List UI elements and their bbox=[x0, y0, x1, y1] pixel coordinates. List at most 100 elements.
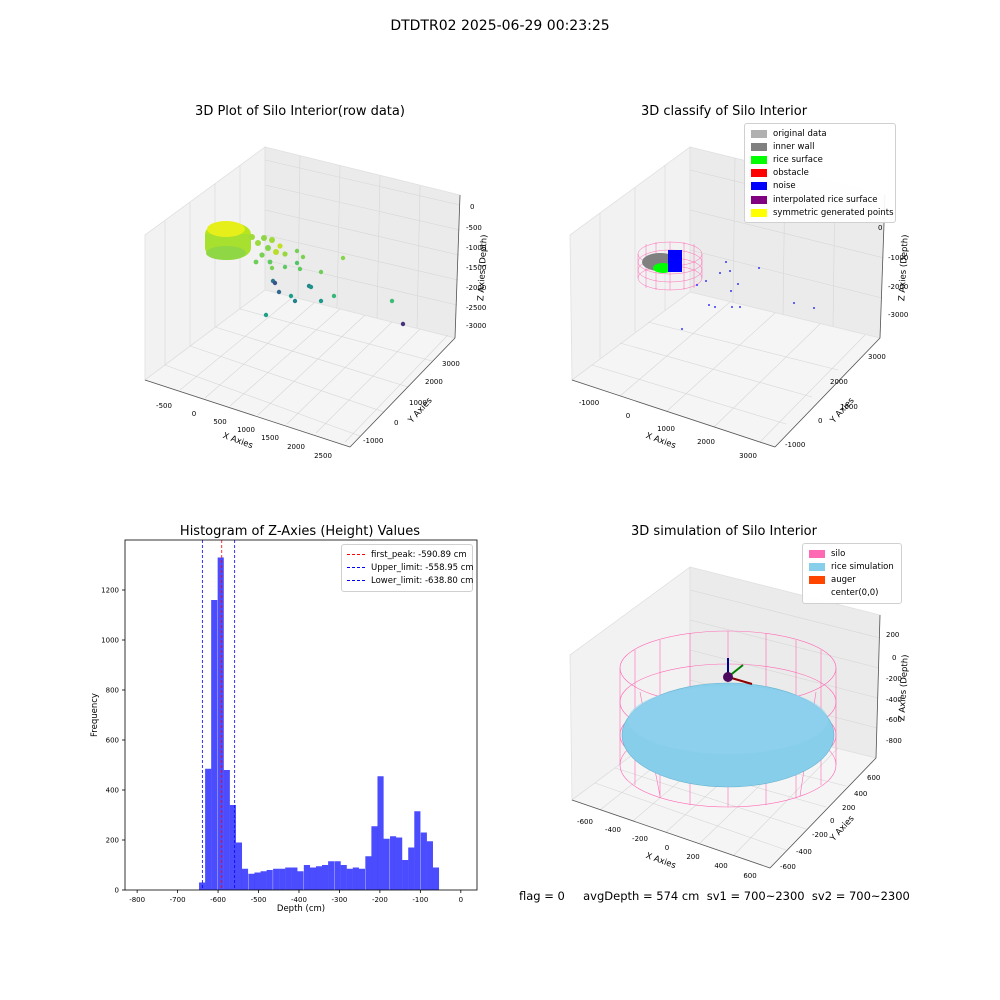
status-footer: flag = 0 avgDepth = 574 cm sv1 = 700~230… bbox=[519, 889, 910, 903]
histogram-bar bbox=[346, 868, 353, 890]
panel1-grid bbox=[164, 155, 461, 443]
svg-text:-200: -200 bbox=[632, 835, 648, 843]
histogram-xlabel: Depth (cm) bbox=[277, 904, 325, 914]
histogram-bar bbox=[340, 865, 347, 890]
histogram-bar bbox=[229, 805, 236, 890]
legend-swatch bbox=[809, 562, 825, 571]
panel1-zticks: 0 -500 -1000 -1500 -2000 -2500 -3000 bbox=[466, 203, 486, 330]
panel1-plot: -500 0 500 1000 1500 2000 2500 -1000 0 1000 2… bbox=[144, 146, 490, 460]
svg-text:2000: 2000 bbox=[425, 378, 443, 386]
legend-swatch bbox=[751, 129, 767, 138]
histogram-bar bbox=[371, 826, 378, 890]
legend-item: symmetric generated points bbox=[751, 206, 894, 219]
x-tick-label: -700 bbox=[170, 896, 186, 904]
svg-text:-2500: -2500 bbox=[466, 304, 486, 312]
histogram-bar bbox=[205, 768, 212, 890]
histogram-yticks: 0 200 400 600 800 1000 1200 bbox=[101, 587, 125, 895]
svg-text:0: 0 bbox=[665, 844, 669, 852]
histogram-bar bbox=[248, 873, 255, 890]
y-tick-label: 200 bbox=[106, 837, 119, 845]
histogram-bar bbox=[315, 866, 323, 890]
x-tick-label: -100 bbox=[412, 896, 428, 904]
x-tick-label: -300 bbox=[331, 896, 347, 904]
svg-text:-3000: -3000 bbox=[466, 322, 486, 330]
legend-item: noise bbox=[751, 180, 889, 193]
histogram-bar bbox=[334, 861, 341, 890]
histogram-bar bbox=[297, 871, 304, 890]
y-tick-label: 400 bbox=[106, 787, 119, 795]
y-tick-label: 800 bbox=[106, 687, 119, 695]
histogram-bar bbox=[303, 865, 310, 890]
histogram-bar bbox=[328, 861, 335, 890]
legend-swatch bbox=[809, 549, 825, 558]
svg-text:0: 0 bbox=[892, 654, 896, 662]
svg-text:200: 200 bbox=[842, 804, 855, 812]
histogram-vlines bbox=[201, 540, 236, 890]
panel2-yticks: -1000 0 2000 1000 3000 bbox=[785, 353, 886, 449]
x-tick-label: -800 bbox=[129, 896, 145, 904]
svg-text:200: 200 bbox=[686, 853, 699, 861]
legend-item: original data bbox=[751, 127, 889, 140]
legend-item: auger bbox=[809, 573, 895, 586]
legend-line-swatch bbox=[347, 580, 365, 582]
legend-swatch bbox=[751, 182, 767, 191]
svg-text:-500: -500 bbox=[156, 402, 172, 410]
histogram-bar bbox=[266, 870, 273, 890]
svg-text:2000: 2000 bbox=[830, 378, 848, 386]
histogram-bar bbox=[420, 832, 427, 890]
svg-text:200: 200 bbox=[886, 631, 899, 639]
panel4-zticks: 200 0 -200 -400 -600 -800 bbox=[886, 631, 902, 745]
svg-text:600: 600 bbox=[743, 872, 756, 880]
panel4-yticks: -600-400 -200 0 200 400 600 bbox=[780, 774, 880, 871]
legend-item: center(0,0) bbox=[809, 587, 895, 600]
svg-text:-200: -200 bbox=[886, 675, 902, 683]
svg-text:1000: 1000 bbox=[237, 426, 255, 434]
svg-text:-2000: -2000 bbox=[888, 283, 908, 291]
legend-item: first_peak: -590.89 cm bbox=[347, 548, 467, 561]
legend-item: rice simulation bbox=[809, 560, 895, 573]
legend-item: obstacle bbox=[751, 167, 889, 180]
panel4-zlabel: Z Axies (Depth) bbox=[897, 654, 910, 721]
svg-text:-1500: -1500 bbox=[466, 264, 486, 272]
histogram-bar bbox=[408, 847, 415, 890]
histogram-bar bbox=[285, 867, 292, 890]
panel1-xticks: -500 0 500 1000 1500 2000 2500 bbox=[156, 402, 332, 460]
svg-text:-400: -400 bbox=[796, 848, 812, 856]
svg-text:3000: 3000 bbox=[868, 353, 886, 361]
panel2-grid bbox=[591, 157, 886, 443]
svg-text:-2000: -2000 bbox=[466, 284, 486, 292]
panel4-xticks: -600 -400 -200 0 200 400 600 bbox=[577, 818, 757, 880]
histogram-plot: -800 -700 -600 -500 -400 -300 -200 -100 0 0 200 40… bbox=[90, 539, 478, 914]
figure-title: DTDTR02 2025-06-29 00:23:25 bbox=[390, 18, 610, 34]
svg-text:-1000: -1000 bbox=[785, 441, 805, 449]
histogram-bar bbox=[217, 557, 224, 890]
histogram-title: Histogram of Z-Axies (Height) Values bbox=[179, 524, 421, 539]
svg-text:400: 400 bbox=[714, 862, 727, 870]
x-tick-label: -500 bbox=[251, 896, 267, 904]
svg-text:600: 600 bbox=[867, 774, 880, 782]
svg-text:1000: 1000 bbox=[657, 425, 675, 433]
panel4-center-marker bbox=[723, 672, 733, 682]
histogram-bar bbox=[260, 871, 267, 890]
histogram-legend: first_peak: -590.89 cm Upper_limit: -558… bbox=[341, 544, 474, 592]
histogram-bar bbox=[432, 867, 440, 890]
svg-text:0: 0 bbox=[394, 419, 398, 427]
histogram-bar bbox=[254, 872, 261, 890]
svg-text:2500: 2500 bbox=[314, 452, 332, 460]
svg-text:-1000: -1000 bbox=[888, 254, 908, 262]
y-tick-label: 1000 bbox=[101, 637, 119, 645]
histogram-bars bbox=[199, 557, 440, 890]
y-tick-label: 0 bbox=[115, 887, 119, 895]
histogram-bar bbox=[273, 868, 280, 890]
histogram-bar bbox=[402, 860, 409, 890]
svg-text:-400: -400 bbox=[605, 826, 621, 834]
histogram-bar bbox=[309, 867, 317, 890]
panel1-silo-cluster bbox=[205, 221, 251, 260]
panel2-noise-points bbox=[681, 261, 815, 330]
panel4-legend: silo rice simulation auger center(0,0) bbox=[802, 543, 902, 604]
histogram-bar bbox=[322, 865, 329, 890]
svg-text:2000: 2000 bbox=[287, 443, 305, 451]
svg-text:2000: 2000 bbox=[697, 438, 715, 446]
panel2-xticks: -1000 0 1000 2000 3000 bbox=[579, 399, 757, 460]
